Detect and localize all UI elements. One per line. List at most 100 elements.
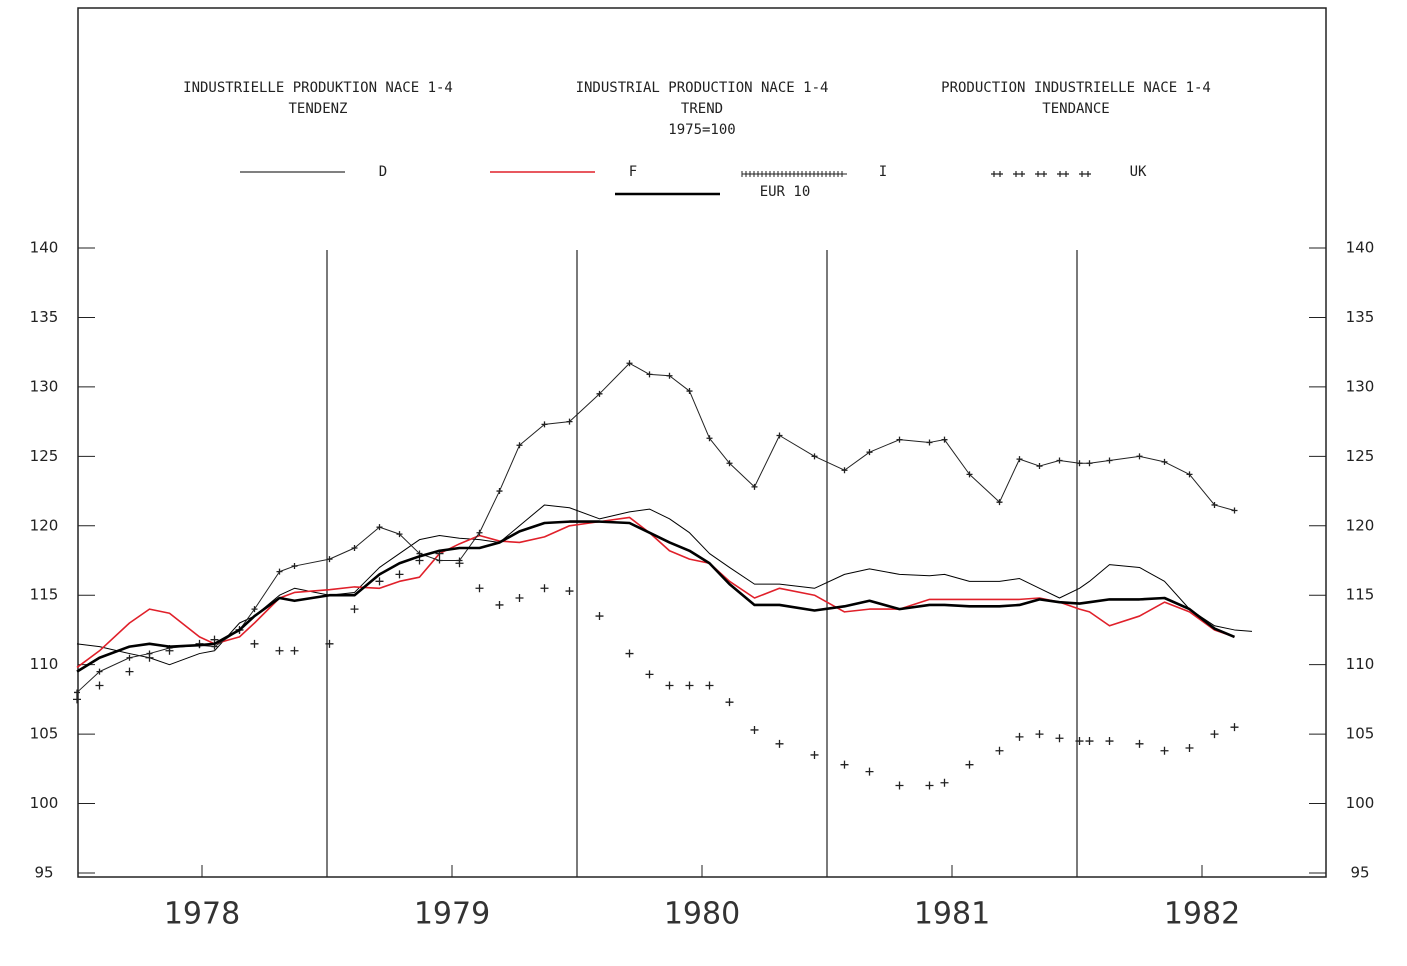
plus-marker	[326, 556, 333, 563]
plus-marker	[775, 739, 784, 748]
plus-marker	[145, 653, 154, 662]
plus-marker	[126, 654, 133, 661]
x-tick-label: 1982	[1164, 897, 1240, 932]
plus-marker	[995, 746, 1004, 755]
plus-marker	[73, 695, 81, 704]
plus-marker	[516, 442, 523, 449]
plus-marker	[475, 584, 484, 593]
title-line: TREND	[681, 101, 723, 117]
plus-marker	[751, 483, 758, 490]
plus-marker	[1035, 730, 1044, 739]
plus-marker	[811, 453, 818, 460]
series-line	[76, 516, 1235, 669]
frame	[77, 7, 1327, 878]
plus-marker	[351, 545, 358, 551]
x-tick-label: 1978	[164, 897, 240, 932]
x-tick-label: 1980	[664, 897, 740, 932]
y-tick-label: 100	[30, 794, 59, 812]
plus-marker	[1210, 730, 1219, 739]
legend-label: D	[379, 164, 387, 180]
plus-marker	[165, 646, 174, 655]
y2-tick-label: 95	[1350, 864, 1369, 882]
plus-marker	[810, 750, 819, 759]
plus-marker	[895, 781, 904, 790]
y2-tick-label: 115	[1346, 586, 1375, 604]
plus-marker	[96, 668, 103, 675]
y-tick-label: 110	[30, 655, 59, 673]
plus-marker	[436, 557, 443, 564]
plus-marker	[495, 600, 504, 609]
plus-marker	[726, 460, 733, 467]
y2-tick-label: 140	[1346, 239, 1375, 257]
plus-marker	[350, 605, 359, 614]
x-tick-label: 1979	[414, 897, 490, 932]
series-line	[76, 520, 1235, 673]
plus-marker	[375, 577, 384, 586]
plus-marker	[665, 681, 674, 690]
plus-marker	[455, 559, 464, 568]
y2-tick-label: 125	[1346, 447, 1375, 465]
y-tick-label: 135	[30, 308, 59, 326]
plus-marker	[276, 568, 283, 575]
plus-marker	[1161, 458, 1168, 465]
plus-marker	[376, 524, 383, 531]
plus-marker	[705, 681, 714, 690]
plus-marker	[74, 689, 80, 696]
plus-marker	[686, 388, 693, 395]
plus-marker	[941, 436, 948, 443]
plus-marker	[566, 418, 573, 425]
plus-marker	[1136, 453, 1143, 460]
y2-tick-label: 130	[1346, 377, 1375, 395]
plus-marker	[250, 639, 259, 648]
plus-marker	[1231, 507, 1238, 514]
series-line	[76, 362, 1235, 693]
title-line: PRODUCTION INDUSTRIELLE NACE 1-4	[941, 80, 1211, 96]
plus-marker	[725, 698, 734, 707]
plus-marker	[1106, 457, 1113, 464]
plus-marker	[565, 587, 574, 596]
plus-marker	[210, 635, 219, 644]
plus-marker	[626, 360, 633, 367]
y-tick-label: 125	[30, 447, 59, 465]
plus-marker	[395, 570, 404, 579]
plus-marker	[291, 563, 298, 570]
plus-marker	[515, 594, 524, 602]
plus-marker	[966, 471, 973, 478]
plus-marker	[1105, 737, 1114, 746]
plus-marker	[541, 421, 548, 428]
legend-label: I	[879, 164, 887, 180]
title-line: 1975=100	[668, 122, 735, 138]
plus-marker	[1056, 457, 1063, 464]
y2-tick-label: 120	[1346, 516, 1375, 534]
plus-marker	[1016, 456, 1023, 463]
plus-marker	[1185, 744, 1194, 752]
plus-marker	[625, 649, 634, 658]
plus-marker	[750, 725, 759, 734]
plus-marker	[1211, 501, 1218, 508]
plus-marker	[685, 681, 694, 690]
title-line: INDUSTRIAL PRODUCTION NACE 1-4	[576, 80, 829, 96]
legend-label: EUR 10	[760, 184, 811, 200]
plus-marker	[1135, 739, 1144, 748]
plus-marker	[415, 556, 424, 565]
plus-marker	[865, 767, 874, 776]
y2-tick-label: 135	[1346, 308, 1375, 326]
plus-marker	[926, 439, 933, 446]
plus-marker	[996, 499, 1003, 506]
plus-marker	[540, 584, 549, 593]
plus-marker	[1015, 732, 1024, 741]
plus-marker	[841, 467, 848, 474]
plus-marker	[496, 488, 503, 495]
title-line: TENDANCE	[1042, 101, 1109, 117]
y2-tick-label: 105	[1346, 725, 1375, 743]
y-tick-label: 120	[30, 516, 59, 534]
plus-marker	[1075, 737, 1084, 746]
plus-marker	[595, 612, 604, 621]
title-line: INDUSTRIELLE PRODUKTION NACE 1-4	[183, 80, 453, 96]
legend-label: F	[629, 164, 637, 180]
y-tick-label: 115	[30, 586, 59, 604]
y-tick-label: 140	[30, 239, 59, 257]
y-tick-label: 130	[30, 377, 59, 395]
plus-marker	[476, 529, 483, 536]
